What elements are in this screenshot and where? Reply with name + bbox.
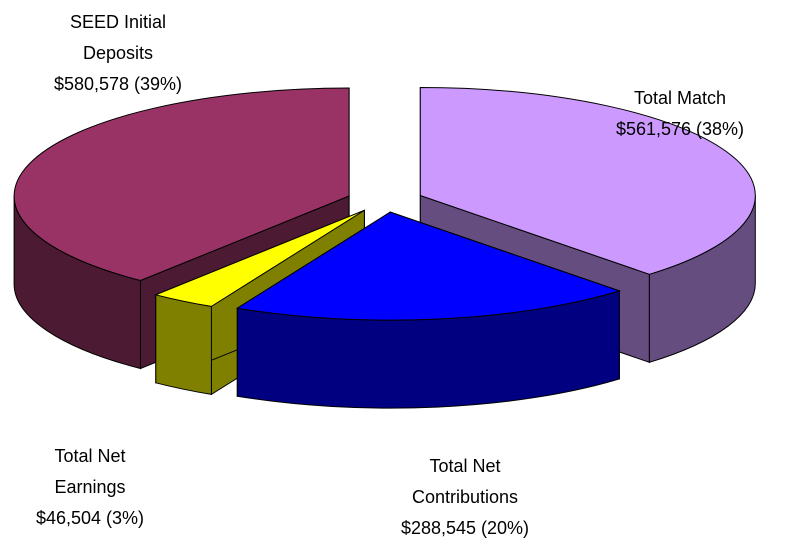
slice-name: Total Match (633, 88, 727, 108)
slice (419, 86, 756, 275)
slice (154, 209, 365, 307)
value-label: $46,504 (3%) (35, 508, 145, 528)
slice-wall (155, 294, 212, 395)
slice-name: Total Net Earnings (54, 446, 126, 497)
slice (13, 87, 350, 282)
value-label: $288,545 (20%) (400, 518, 530, 538)
slice-label: SEED Initial Deposits $580,578 (39%) (8, 7, 228, 100)
slice-label: Total Match $561,576 (38%) (570, 83, 790, 145)
slice-name: Total Net Contributions (411, 456, 519, 507)
value-label: $561,576 (38%) (615, 119, 745, 139)
value-label: $580,578 (39%) (53, 74, 183, 94)
slice-label: Total Net Contributions $288,545 (20%) (355, 451, 575, 544)
slice (235, 211, 622, 321)
slice-name: SEED Initial Deposits (69, 12, 167, 63)
slice-label: Total Net Earnings $46,504 (3%) (0, 441, 200, 534)
